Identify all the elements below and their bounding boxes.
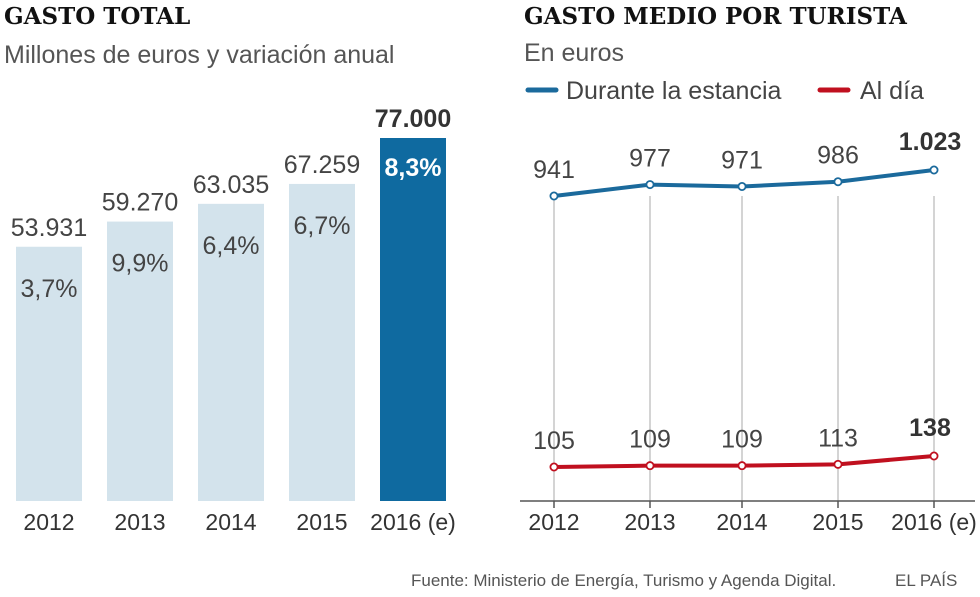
- bar-x-tick-label: 2014: [205, 509, 256, 535]
- bar-value-label: 77.000: [375, 105, 451, 133]
- series-value-label-day: 113: [818, 424, 858, 452]
- bar-x-tick-label: 2013: [114, 509, 165, 535]
- line-chart-plot: 2012 2013 2014 2015 2016 (e) 941 977 971 986 1.02…: [520, 128, 977, 535]
- bar-chart-plot: 53.931 3,7% 2012 59.270 9,9% 2013 63.035 6,4% 20…: [11, 105, 456, 535]
- brand-label: EL PAÍS: [895, 571, 957, 590]
- bar-value-label: 63.035: [193, 171, 269, 199]
- source-note: Fuente: Ministerio de Energía, Turismo y…: [411, 571, 836, 590]
- series-value-label-day: 105: [533, 427, 575, 455]
- series-point-stay: [737, 181, 747, 191]
- line-x-tick-label: 2015: [812, 509, 863, 535]
- series-value-label-stay: 977: [629, 145, 671, 173]
- series-value-label-stay: 986: [817, 142, 859, 170]
- bar-2012: [16, 246, 82, 501]
- series-point-day: [645, 461, 655, 471]
- line-x-tick-label: 2013: [624, 509, 675, 535]
- series-point-day: [833, 459, 843, 469]
- series-point-stay: [929, 165, 939, 175]
- bar-value-label: 59.270: [102, 189, 178, 217]
- series-point-stay: [549, 191, 559, 201]
- bar-2014: [198, 203, 264, 501]
- series-value-label-day: 109: [629, 426, 671, 454]
- line-x-tick-label: 2016 (e): [891, 509, 977, 535]
- series-point-day: [929, 451, 939, 461]
- bar-change-label: 9,9%: [112, 250, 169, 278]
- bar-chart-subtitle: Millones de euros y variación anual: [4, 41, 395, 69]
- bar-value-label: 53.931: [11, 214, 87, 242]
- series-point-stay: [645, 180, 655, 190]
- bar-chart-title: GASTO TOTAL: [4, 3, 190, 30]
- series-point-day: [737, 461, 747, 471]
- bar-x-tick-label: 2015: [296, 509, 347, 535]
- bar-x-tick-label: 2012: [23, 509, 74, 535]
- bar-change-label: 3,7%: [21, 275, 78, 303]
- line-x-tick-label: 2014: [716, 509, 767, 535]
- legend-label-stay: Durante la estancia: [566, 77, 782, 105]
- series-value-label-day: 138: [909, 414, 951, 442]
- bar-2016e: [380, 138, 446, 501]
- series-value-label-day: 109: [721, 426, 763, 454]
- bar-change-label: 6,7%: [294, 212, 351, 240]
- line-chart-subtitle: En euros: [524, 39, 624, 67]
- bar-change-label: 8,3%: [385, 154, 442, 182]
- bar-value-label: 67.259: [284, 151, 360, 179]
- series-value-label-stay: 1.023: [899, 128, 962, 156]
- series-point-day: [549, 462, 559, 472]
- series-value-label-stay: 941: [533, 156, 575, 184]
- bar-change-label: 6,4%: [203, 232, 260, 260]
- line-x-tick-label: 2012: [528, 509, 579, 535]
- bar-x-tick-label: 2016 (e): [370, 509, 456, 535]
- line-chart-title: GASTO MEDIO POR TURISTA: [524, 3, 908, 30]
- bar-2015: [289, 183, 355, 501]
- series-point-stay: [833, 177, 843, 187]
- bar-2013: [107, 221, 173, 501]
- legend-label-day: Al día: [860, 77, 924, 105]
- series-value-label-stay: 971: [721, 146, 763, 174]
